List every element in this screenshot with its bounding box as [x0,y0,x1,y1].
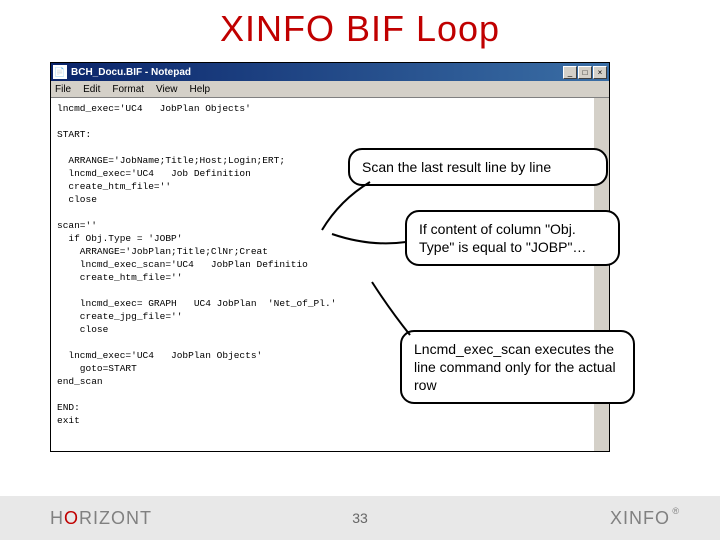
callout-objtype-text: If content of column "Obj. Type" is equa… [419,221,586,255]
titlebar: 📄 BCH_Docu.BIF - Notepad _ □ × [51,63,609,81]
minimize-button[interactable]: _ [563,66,577,79]
menu-format[interactable]: Format [110,84,146,95]
window-buttons: _ □ × [563,66,607,79]
xinfo-text: XINFO [610,508,670,528]
menu-edit[interactable]: Edit [81,84,102,95]
brand-o: O [64,508,79,528]
menu-file[interactable]: File [53,84,73,95]
notepad-icon: 📄 [53,65,67,79]
close-button[interactable]: × [593,66,607,79]
callout-scan: Scan the last result line by line [348,148,608,186]
callout-scan-text: Scan the last result line by line [362,159,551,175]
menubar: File Edit Format View Help [51,81,609,98]
brand-rest: RIZONT [79,508,152,528]
menu-view[interactable]: View [154,84,180,95]
footer-brand-xinfo: XINFO® [610,508,670,529]
callout-objtype: If content of column "Obj. Type" is equa… [405,210,620,266]
footer: HORIZONT 33 XINFO® [0,496,720,540]
footer-brand-horizont: HORIZONT [50,508,152,529]
callout-execscan: Lncmd_exec_scan executes the line comman… [400,330,635,404]
page-number: 33 [352,510,368,526]
slide-title: XINFO BIF Loop [0,8,720,50]
menu-help[interactable]: Help [188,84,213,95]
window-title: BCH_Docu.BIF - Notepad [71,67,563,78]
brand-h: H [50,508,64,528]
maximize-button[interactable]: □ [578,66,592,79]
registered-icon: ® [672,506,680,516]
callout-execscan-text: Lncmd_exec_scan executes the line comman… [414,341,616,393]
